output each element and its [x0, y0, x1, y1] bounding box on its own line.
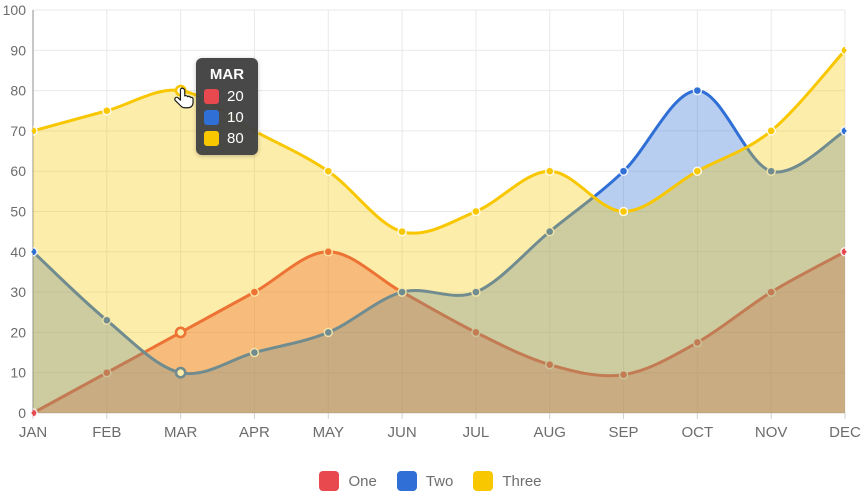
- y-axis-label: 20: [10, 324, 26, 340]
- y-axis-label: 70: [10, 123, 26, 139]
- legend-swatch-two: [396, 471, 417, 491]
- point-three-nov[interactable]: [766, 126, 776, 136]
- tooltip-rows: 20 10 80: [196, 89, 258, 146]
- tooltip-value: 10: [227, 109, 244, 126]
- point-three-jul[interactable]: [471, 206, 481, 217]
- pointer-cursor-icon: [174, 87, 194, 109]
- x-axis-label: SEP: [609, 424, 639, 441]
- point-three-oct[interactable]: [692, 166, 703, 176]
- legend-label: Three: [502, 472, 542, 490]
- y-axis-label: 80: [10, 83, 26, 99]
- point-one-sep[interactable]: [618, 369, 629, 380]
- legend-label: Two: [425, 472, 454, 490]
- point-one-mar-hover[interactable]: [174, 326, 187, 339]
- series-three-area: [33, 50, 845, 414]
- x-axis-label: DEC: [829, 424, 861, 441]
- point-two-feb[interactable]: [102, 315, 112, 326]
- point-three-jan[interactable]: [29, 126, 38, 136]
- point-three-aug[interactable]: [544, 166, 555, 176]
- chart-svg[interactable]: 0 10 20 30 40 50 60 70 80 90 100 JAN FEB MAR APR MAY JUN…: [0, 0, 861, 452]
- legend-swatch-three: [473, 471, 494, 491]
- x-axis-label: NOV: [755, 424, 788, 441]
- tooltip: MAR 20 10 80: [196, 58, 258, 155]
- legend-item-one[interactable]: One: [319, 471, 377, 491]
- y-axis-label: 10: [10, 365, 26, 381]
- y-axis-label: 50: [10, 204, 26, 220]
- edge-markers: [29, 45, 849, 418]
- x-axis-label: JAN: [19, 424, 47, 441]
- point-three-jun[interactable]: [397, 226, 407, 237]
- tooltip-row-two: 10: [196, 110, 258, 125]
- y-axis-label: 40: [10, 244, 26, 260]
- point-two-jun[interactable]: [397, 287, 407, 297]
- tooltip-title: MAR: [209, 66, 245, 83]
- point-two-nov[interactable]: [766, 166, 776, 176]
- series-one-line: [31, 250, 847, 415]
- point-one-feb[interactable]: [102, 367, 112, 378]
- point-one-apr[interactable]: [249, 287, 260, 297]
- x-axis-label: FEB: [92, 424, 121, 441]
- point-one-nov[interactable]: [766, 287, 776, 297]
- point-two-jan[interactable]: [29, 247, 38, 257]
- x-axis-label: JUN: [388, 424, 417, 441]
- point-two-oct[interactable]: [692, 85, 703, 96]
- x-axis-label: MAY: [313, 424, 344, 441]
- tooltip-value: 80: [227, 130, 244, 147]
- tooltip-swatch-two: [204, 110, 219, 125]
- y-axis-label: 90: [10, 42, 26, 58]
- legend: One Two Three: [0, 471, 861, 491]
- legend-label: One: [348, 472, 377, 490]
- point-one-jan[interactable]: [29, 408, 38, 418]
- x-axis-label: AUG: [533, 424, 566, 441]
- point-three-feb[interactable]: [102, 106, 112, 116]
- legend-item-three[interactable]: Three: [473, 471, 542, 491]
- legend-item-two[interactable]: Two: [396, 471, 454, 491]
- point-three-may[interactable]: [323, 166, 334, 176]
- tooltip-row-three: 80: [196, 131, 258, 146]
- x-axis-label: JUL: [463, 424, 490, 441]
- point-two-aug[interactable]: [544, 226, 555, 237]
- x-axis-label: APR: [239, 424, 270, 441]
- series-two-area: [33, 90, 845, 413]
- point-three-sep[interactable]: [618, 206, 629, 217]
- y-axis-label: 30: [10, 284, 26, 300]
- point-two-mar-hover[interactable]: [174, 366, 187, 379]
- point-three-dec[interactable]: [840, 45, 849, 56]
- x-axis-label: OCT: [682, 424, 714, 441]
- point-two-jul[interactable]: [471, 287, 481, 297]
- point-two-sep[interactable]: [618, 166, 629, 176]
- tooltip-value: 20: [227, 88, 244, 105]
- series-two-line: [31, 89, 847, 376]
- point-one-oct[interactable]: [692, 337, 703, 348]
- point-two-may[interactable]: [323, 327, 334, 338]
- point-two-apr[interactable]: [249, 347, 260, 358]
- y-axis-label: 60: [10, 163, 26, 179]
- legend-swatch-one: [319, 471, 340, 491]
- point-one-may[interactable]: [323, 247, 334, 257]
- series-one-area: [33, 251, 845, 413]
- tooltip-swatch-three: [204, 131, 219, 146]
- point-one-dec[interactable]: [840, 247, 849, 257]
- tooltip-row-one: 20: [196, 89, 258, 104]
- point-two-dec[interactable]: [840, 126, 849, 136]
- point-one-jul[interactable]: [471, 327, 481, 338]
- point-one-aug[interactable]: [544, 359, 555, 370]
- x-axis-label: MAR: [164, 424, 198, 441]
- tooltip-swatch-one: [204, 89, 219, 104]
- y-axis-label: 100: [3, 2, 27, 18]
- y-axis-label: 0: [18, 405, 26, 421]
